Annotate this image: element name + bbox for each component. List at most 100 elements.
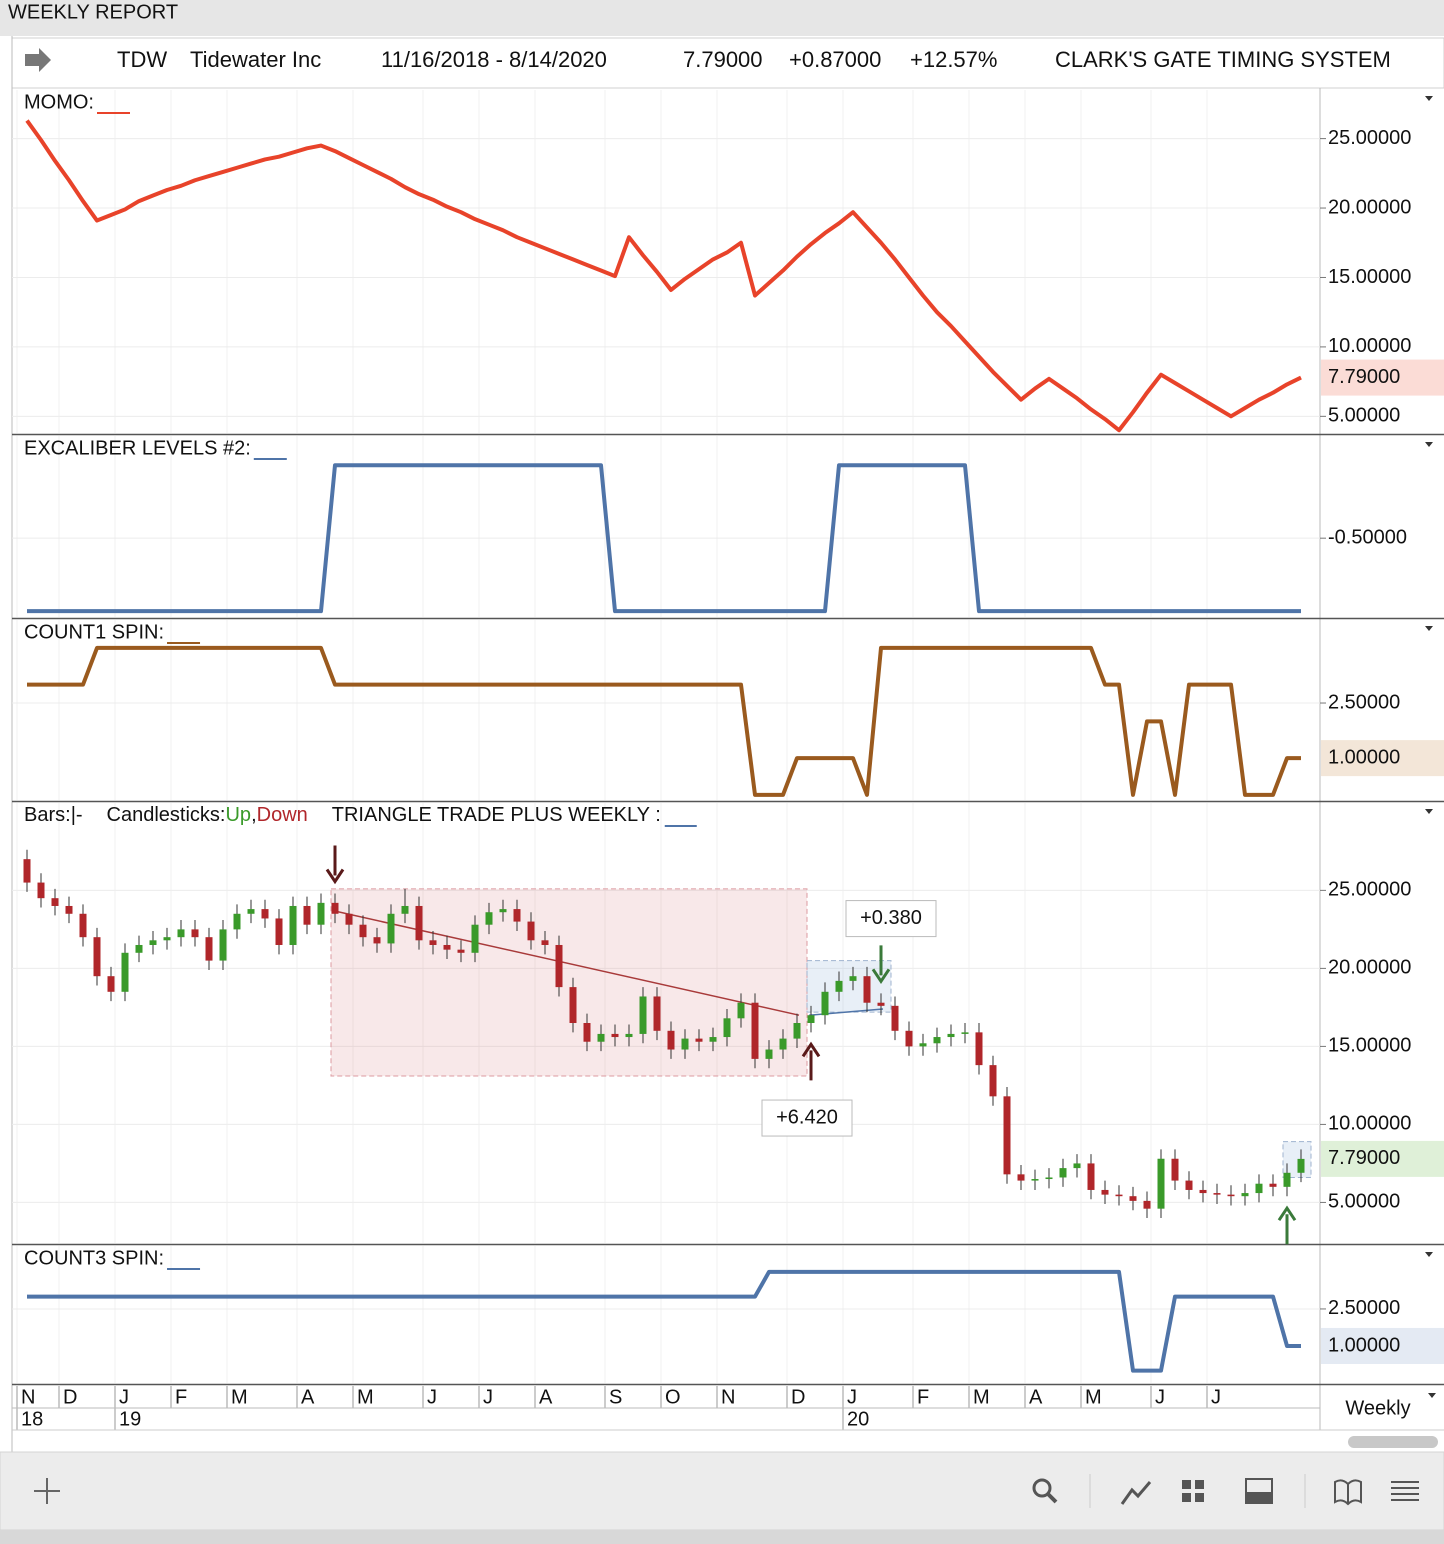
y-tick-label: 15.00000 xyxy=(1328,266,1411,288)
candle-body xyxy=(1185,1180,1193,1190)
candle-body xyxy=(261,909,269,919)
x-tick-label: A xyxy=(301,1386,315,1408)
last-value-badge xyxy=(1321,1140,1444,1177)
legend-text: Bars: xyxy=(24,804,71,826)
candle-body xyxy=(387,913,395,944)
candle-body xyxy=(849,976,857,981)
candle-body xyxy=(541,940,549,945)
y-tick-label: 20.00000 xyxy=(1328,196,1411,218)
candle-body xyxy=(177,929,185,938)
x-tick-label: J xyxy=(847,1386,857,1408)
legend-text: Down xyxy=(257,804,308,826)
signal-arrow xyxy=(871,945,891,985)
candle-body xyxy=(779,1038,787,1050)
x-tick-label: M xyxy=(1085,1386,1102,1408)
last-value-badge xyxy=(1321,1327,1444,1364)
candle-body xyxy=(863,976,871,1003)
candle-body xyxy=(821,991,829,1016)
candle-body xyxy=(23,859,31,883)
candle-body xyxy=(107,976,115,992)
x-tick-label: A xyxy=(539,1386,553,1408)
x-tick-label: A xyxy=(1029,1386,1043,1408)
add-button[interactable] xyxy=(34,1478,60,1504)
candle-body xyxy=(723,1018,731,1038)
y-tick-label: 25.00000 xyxy=(1328,879,1411,901)
panel-title: COUNT3 SPIN: xyxy=(24,1247,164,1269)
candle-legend: Bars:|- Candlesticks:Up,Down TRIANGLE TRAD… xyxy=(24,804,661,826)
y-tick-label: 5.00000 xyxy=(1328,405,1400,427)
panel-menu[interactable] xyxy=(1425,809,1433,814)
panel-button[interactable] xyxy=(1245,1478,1273,1504)
candle-body xyxy=(471,924,479,953)
candle-body xyxy=(1017,1174,1025,1181)
signal-zone xyxy=(330,888,808,1077)
candle-body xyxy=(1087,1163,1095,1190)
header-bar xyxy=(11,37,1444,89)
panel-menu[interactable] xyxy=(1425,96,1433,101)
candle-body xyxy=(275,918,283,945)
x-tick-label: D xyxy=(63,1386,77,1408)
candle-body xyxy=(219,929,227,961)
zone-trend-line xyxy=(332,909,800,1016)
scrollbar[interactable] xyxy=(1348,1436,1438,1448)
candle-body xyxy=(513,909,521,922)
candle-body xyxy=(527,921,535,941)
layout-cell[interactable] xyxy=(1195,1480,1204,1489)
x-tick-label: M xyxy=(973,1386,990,1408)
search-icon[interactable] xyxy=(1032,1478,1052,1498)
layout-cell[interactable] xyxy=(1195,1493,1204,1502)
candle-body xyxy=(793,1023,801,1039)
search-handle[interactable] xyxy=(1046,1492,1058,1504)
period-dropdown[interactable] xyxy=(1428,1393,1436,1398)
candle-body xyxy=(681,1038,689,1050)
candle-body xyxy=(415,905,423,941)
candle-body xyxy=(191,929,199,938)
candle-body xyxy=(737,1002,745,1019)
window-title: WEEKLY REPORT xyxy=(8,1,178,23)
layout-cell[interactable] xyxy=(1182,1493,1191,1502)
candle-body xyxy=(919,1043,927,1047)
layout-cell[interactable] xyxy=(1182,1480,1191,1489)
candle-body xyxy=(835,980,843,992)
candle-body xyxy=(625,1033,633,1038)
search-button[interactable] xyxy=(1032,1478,1058,1504)
candle-body xyxy=(401,905,409,914)
last-value-label: 1.00000 xyxy=(1328,1334,1400,1356)
x-tick-label: F xyxy=(917,1386,929,1408)
x-tick-label: J xyxy=(1155,1386,1165,1408)
candle-body xyxy=(79,913,87,938)
candle-body xyxy=(485,912,493,925)
candle-body xyxy=(1241,1193,1249,1197)
panel-menu[interactable] xyxy=(1425,442,1433,447)
panel-menu[interactable] xyxy=(1425,1252,1433,1257)
panel-menu[interactable] xyxy=(1425,626,1433,631)
y-tick-label: 2.50000 xyxy=(1328,691,1400,713)
menu-button[interactable] xyxy=(1391,1481,1419,1501)
panel-icon-fill[interactable] xyxy=(1246,1492,1272,1503)
legend-text: Up xyxy=(225,804,251,826)
last-value-label: 7.79000 xyxy=(1328,1147,1400,1169)
x-tick-label: D xyxy=(791,1386,805,1408)
panel-title: EXCALIBER LEVELS #2: xyxy=(24,437,251,459)
candle-body xyxy=(359,924,367,938)
x-tick-label: N xyxy=(21,1386,35,1408)
candle-body xyxy=(443,944,451,950)
candle-body xyxy=(303,905,311,925)
candle-body xyxy=(639,996,647,1034)
nav-arrow-icon[interactable] xyxy=(25,48,51,72)
book-button[interactable] xyxy=(1334,1479,1362,1506)
layout-button[interactable] xyxy=(1182,1480,1204,1502)
candle-body xyxy=(373,937,381,944)
candle-body xyxy=(905,1030,913,1047)
chart-style-button[interactable] xyxy=(1120,1481,1152,1505)
y-tick-label: 20.00000 xyxy=(1328,957,1411,979)
zone-label-box xyxy=(761,1099,853,1137)
series-line xyxy=(27,1269,1301,1373)
x-year-label: 19 xyxy=(119,1408,141,1430)
title-bar xyxy=(0,0,1444,36)
candle-body xyxy=(163,937,171,941)
candle-body xyxy=(975,1032,983,1066)
candle-body xyxy=(1171,1158,1179,1181)
period-selector[interactable]: Weekly xyxy=(1345,1397,1410,1419)
